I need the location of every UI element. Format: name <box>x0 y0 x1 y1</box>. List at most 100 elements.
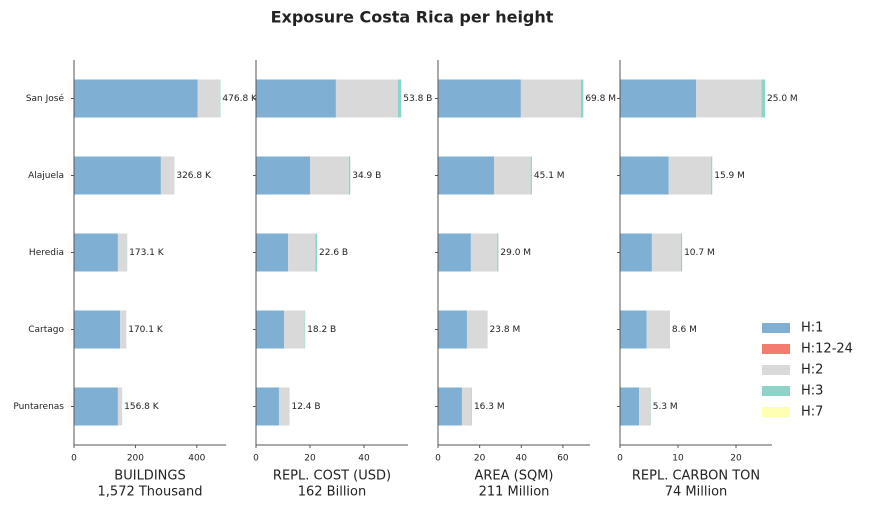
x-tick-label: 0 <box>435 454 441 464</box>
bar-segment <box>438 156 495 195</box>
x-tick-label: 20 <box>730 454 742 464</box>
bar-segment <box>304 310 306 349</box>
total-label: 18.2 B <box>307 325 336 335</box>
bar-segment <box>160 156 175 195</box>
x-tick-label: 60 <box>557 454 569 464</box>
legend-label: H:1 <box>801 321 823 336</box>
bar-segment <box>711 156 713 195</box>
bar-segment <box>348 156 351 195</box>
bar-segment <box>74 79 198 118</box>
total-label: 29.0 M <box>500 248 531 258</box>
total-label: 34.9 B <box>352 171 381 181</box>
total-label: 25.0 M <box>767 94 798 104</box>
total-label: 5.3 M <box>653 402 678 412</box>
bar-segment <box>398 79 402 118</box>
bar-segment <box>761 79 766 118</box>
x-tick-label: 20 <box>474 454 486 464</box>
total-label: 22.6 B <box>319 248 348 258</box>
legend-label: H:7 <box>801 405 823 420</box>
x-tick-label: 10 <box>672 454 684 464</box>
x-tick-label: 0 <box>617 454 623 464</box>
bar-segment <box>315 233 318 272</box>
total-label: 10.7 M <box>684 248 715 258</box>
bar-segment <box>620 310 647 349</box>
bar-segment <box>438 310 467 349</box>
x-tick-label: 200 <box>127 454 144 464</box>
total-label: 23.8 M <box>490 325 521 335</box>
bar-segment <box>117 387 123 426</box>
bar-segment <box>639 387 651 426</box>
x-tick-label: 40 <box>516 454 528 464</box>
x-axis-total: 1,572 Thousand <box>98 485 203 500</box>
bar-segment <box>309 156 349 195</box>
bar-segment <box>284 310 305 349</box>
y-tick-label: Puntarenas <box>13 402 64 412</box>
bar-segment <box>696 79 762 118</box>
bar-segment <box>117 233 127 272</box>
y-tick-label: Alajuela <box>28 171 64 181</box>
bar-segment <box>668 156 712 195</box>
total-label: 12.4 B <box>291 402 320 412</box>
bar-segment <box>438 79 521 118</box>
bar-segment <box>335 79 399 118</box>
total-label: 173.1 K <box>129 248 165 258</box>
legend-label: H:2 <box>801 363 823 378</box>
legend-swatch <box>762 365 790 375</box>
x-axis-total: 162 Billion <box>298 485 367 500</box>
bar-segment <box>620 233 652 272</box>
bar-segment <box>256 233 289 272</box>
bar-segment <box>256 310 285 349</box>
bar-segment <box>74 156 161 195</box>
x-axis-total: 74 Million <box>665 485 728 500</box>
x-axis-label: BUILDINGS <box>114 469 185 484</box>
bar-segment <box>74 387 118 426</box>
total-label: 15.9 M <box>714 171 745 181</box>
total-label: 8.6 M <box>672 325 697 335</box>
x-axis-label: AREA (SQM) <box>474 469 553 484</box>
bar-segment <box>466 310 488 349</box>
x-tick-label: 40 <box>358 454 370 464</box>
bar-segment <box>438 387 462 426</box>
bar-segment <box>74 310 121 349</box>
y-tick-label: San José <box>26 93 65 104</box>
bar-segment <box>651 233 681 272</box>
bar-segment <box>461 387 472 426</box>
legend-label: H:12-24 <box>801 342 853 357</box>
bar-segment <box>120 310 127 349</box>
bar-segment <box>256 79 336 118</box>
bar-segment <box>530 156 532 195</box>
legend-swatch <box>762 323 790 333</box>
bar-segment <box>620 387 640 426</box>
y-tick-label: Cartago <box>28 325 64 335</box>
total-label: 326.8 K <box>176 171 212 181</box>
total-label: 45.1 M <box>534 171 565 181</box>
bar-segment <box>256 156 310 195</box>
bar-segment <box>438 233 471 272</box>
x-axis-label: REPL. COST (USD) <box>273 469 391 484</box>
bar-segment <box>646 310 670 349</box>
bar-segment <box>620 79 696 118</box>
bar-segment <box>288 233 316 272</box>
x-tick-label: 400 <box>188 454 205 464</box>
total-label: 69.8 M <box>585 94 616 104</box>
bar-segment <box>278 387 290 426</box>
bar-segment <box>497 233 499 272</box>
figure-title: Exposure Costa Rica per height <box>271 8 554 27</box>
bar-segment <box>494 156 531 195</box>
bar-segment <box>680 233 683 272</box>
bar-segment <box>74 233 118 272</box>
legend-swatch <box>762 386 790 396</box>
x-tick-label: 0 <box>253 454 259 464</box>
y-tick-label: Heredia <box>29 248 64 258</box>
x-axis-label: REPL. CARBON TON <box>632 469 760 484</box>
total-label: 476.8 K <box>222 94 258 104</box>
legend-label: H:3 <box>801 384 823 399</box>
total-label: 156.8 K <box>124 402 160 412</box>
total-label: 16.3 M <box>474 402 505 412</box>
total-label: 170.1 K <box>128 325 164 335</box>
legend-swatch <box>762 344 790 354</box>
bar-segment <box>197 79 221 118</box>
bar-segment <box>580 79 584 118</box>
x-axis-total: 211 Million <box>479 485 550 500</box>
